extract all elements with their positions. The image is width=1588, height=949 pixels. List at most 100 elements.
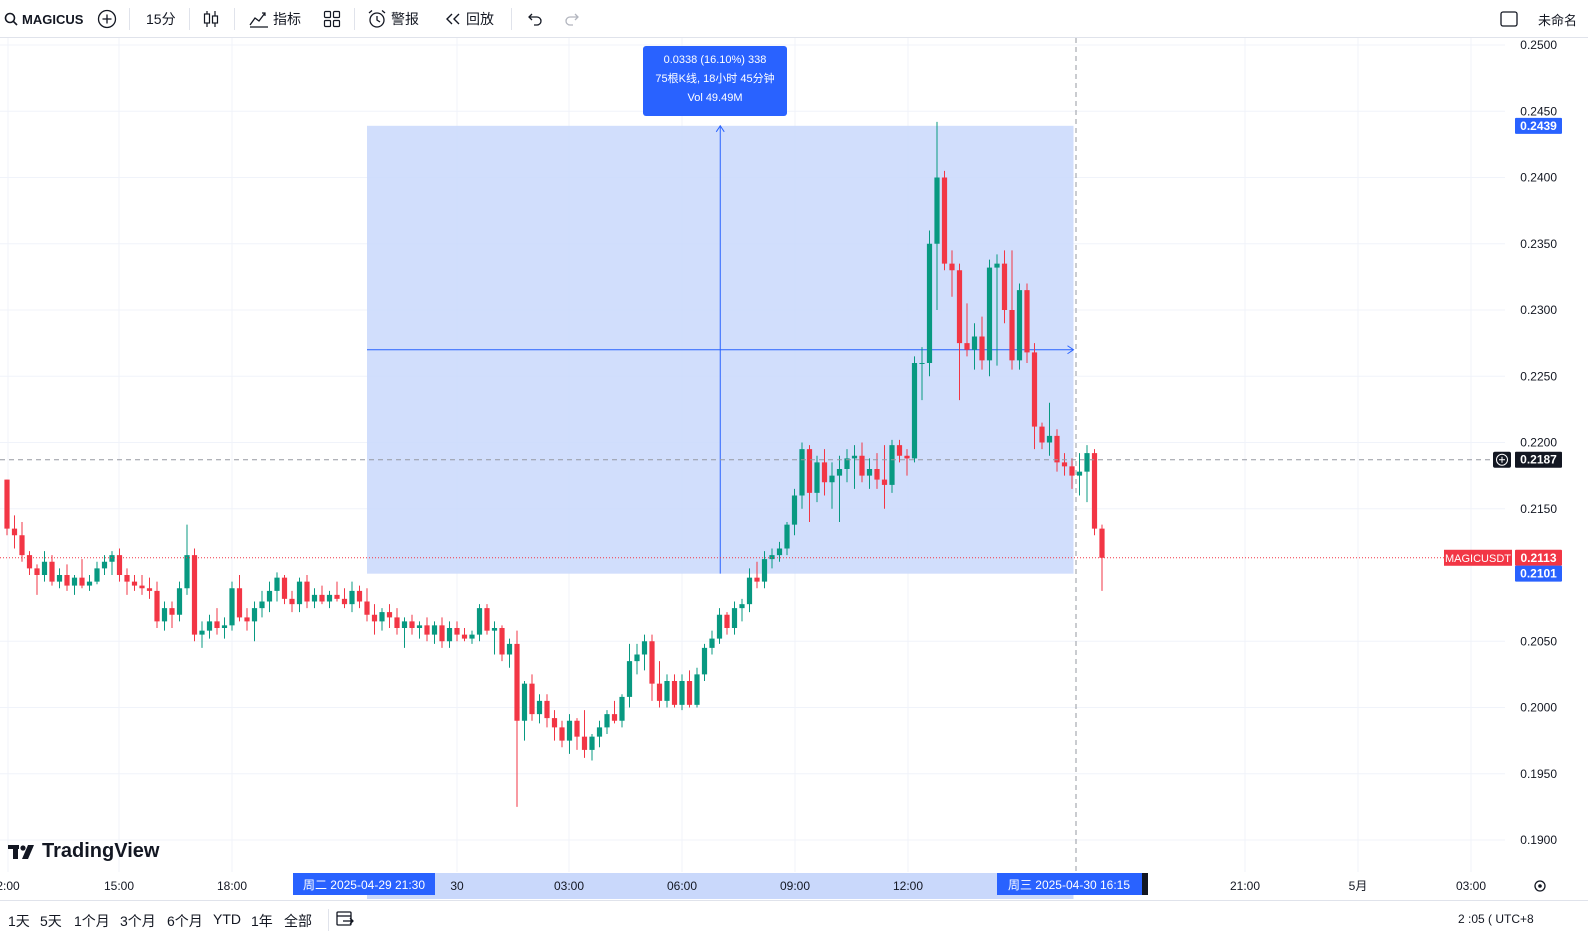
candle-body <box>559 727 565 741</box>
interval-button[interactable]: 15分 <box>146 0 176 38</box>
candle-body <box>731 608 738 628</box>
alarm-clock-icon <box>368 10 386 28</box>
high-price-badge-bg <box>1515 117 1562 134</box>
calendar-arrow-icon <box>336 911 354 926</box>
time-tick-label: 03:00 <box>554 879 584 893</box>
redo-button[interactable] <box>563 0 581 38</box>
candle-body <box>851 455 858 459</box>
candle-body <box>881 479 888 485</box>
tradingview-logo-icon <box>8 844 34 859</box>
candle-body <box>64 575 70 586</box>
top-toolbar: MAGICUS 15分 指标 警报 回放 未命名 <box>0 0 1588 38</box>
high-price-badge: 0.2439 <box>1520 119 1557 133</box>
range-7[interactable]: 全部 <box>284 913 312 929</box>
toolbar-divider <box>189 8 190 30</box>
time-tick-label: 30 <box>450 879 464 893</box>
candle-body <box>259 601 265 609</box>
range-2[interactable]: 1个月 <box>74 913 110 929</box>
price-chart[interactable]: 0.2500 0.2450 0.2400 0.2350 0.2300 0.2250 0.22… <box>0 38 1588 900</box>
layouts-button[interactable] <box>323 0 341 38</box>
candle-body <box>536 700 543 715</box>
symbol-search[interactable]: MAGICUS <box>4 0 83 38</box>
candle-body <box>866 469 873 476</box>
candle-body <box>506 643 513 655</box>
candle-body <box>889 445 895 485</box>
compare-button[interactable] <box>97 0 117 38</box>
low-price-badge-bg <box>1515 565 1562 582</box>
candle-body <box>581 736 588 750</box>
range-3[interactable]: 3个月 <box>120 913 156 929</box>
candle-body <box>244 617 250 622</box>
price-tick-label: 0.2300 <box>1520 303 1557 317</box>
chart-type-button[interactable] <box>202 0 220 38</box>
candle-body <box>139 585 145 589</box>
range-arrow-up <box>715 124 725 133</box>
goto-date-button[interactable] <box>335 910 355 933</box>
candle-body <box>401 621 408 628</box>
gear-icon <box>1534 880 1546 892</box>
alerts-button[interactable]: 警报 <box>367 0 419 38</box>
candle-body <box>574 720 580 737</box>
candle-body <box>379 612 385 622</box>
candle-body <box>416 625 423 628</box>
candle-body <box>1084 453 1090 472</box>
range-4[interactable]: 6个月 <box>167 913 203 929</box>
gear-icon-ring <box>1534 880 1546 892</box>
candle-body <box>319 594 325 602</box>
candle-body <box>146 588 153 591</box>
time-tick-label: 21:00 <box>1230 879 1260 893</box>
candle-body <box>589 736 595 750</box>
candle-body <box>986 267 993 361</box>
candle-body <box>356 590 363 602</box>
undo-icon <box>528 13 542 26</box>
range-1[interactable]: 5天 <box>40 913 62 929</box>
layout-name-button[interactable]: 未命名 <box>1538 0 1577 38</box>
candle-body <box>671 681 678 705</box>
measure-tooltip: 0.0338 (16.10%) 338 75根K线, 18小时 45分钟 Vol… <box>643 46 787 116</box>
candle-body <box>604 714 610 728</box>
range-5[interactable]: YTD <box>213 911 241 927</box>
candle-body <box>454 628 460 635</box>
candle-body <box>746 577 753 605</box>
indicators-button[interactable]: 指标 <box>249 0 301 38</box>
timezone-readout[interactable]: 2 :05 ( UTC+8 <box>1458 912 1534 926</box>
candle-body <box>169 608 175 615</box>
fullscreen-button[interactable] <box>1499 0 1519 38</box>
candle-body <box>394 617 400 628</box>
candle-body <box>911 363 918 459</box>
candle-body <box>964 343 970 350</box>
candle-body <box>56 575 63 582</box>
measure-duration: 75根K线, 18小时 45分钟 <box>655 73 775 85</box>
price-tick-label: 0.2000 <box>1520 701 1557 715</box>
candle-body <box>101 561 108 569</box>
last-price-badge-bg <box>1515 549 1562 566</box>
candle-body <box>874 469 880 480</box>
candle-body <box>596 727 603 737</box>
symbol-name: MAGICUS <box>22 11 84 27</box>
time-range-highlight <box>367 873 1074 899</box>
replay-button[interactable]: 回放 <box>444 0 494 38</box>
candle-body <box>236 588 243 618</box>
candle-body <box>1001 263 1008 310</box>
candle-body <box>116 555 123 575</box>
candle-body <box>896 445 903 456</box>
crosshair-time-edge <box>1142 873 1148 895</box>
time-tick-label: 06:00 <box>667 879 697 893</box>
candle-body <box>491 628 498 631</box>
candle-body <box>161 608 168 622</box>
undo-button[interactable] <box>526 0 544 38</box>
price-tick-label: 0.2400 <box>1520 171 1557 185</box>
candle-body <box>859 455 865 476</box>
tradingview-logo: TradingView <box>8 840 159 863</box>
candles <box>4 121 1105 807</box>
candle-body <box>266 590 273 602</box>
range-6[interactable]: 1年 <box>251 913 273 929</box>
candle-body <box>184 555 190 589</box>
candle-body <box>971 336 978 350</box>
symbol-badge: MAGICUSDT <box>1445 553 1511 565</box>
range-0[interactable]: 1天 <box>8 913 30 929</box>
last-price-badge: 0.2113 <box>1520 551 1556 565</box>
price-tick-label: 0.2200 <box>1520 436 1557 450</box>
candle-body <box>11 528 18 536</box>
candle-body <box>619 696 625 721</box>
